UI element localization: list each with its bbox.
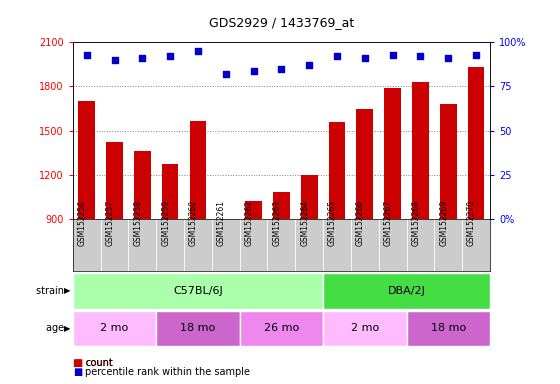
Text: GSM152267: GSM152267 [384,200,393,246]
Text: 2 mo: 2 mo [100,323,129,333]
Text: 18 mo: 18 mo [431,323,466,333]
Text: 26 mo: 26 mo [264,323,299,333]
Bar [301,175,318,219]
Text: age: age [46,323,67,333]
Text: GSM152259: GSM152259 [161,200,170,246]
Bar [190,121,206,219]
Text: ■ count: ■ count [73,358,113,368]
Point [388,51,397,58]
Point [333,53,342,60]
Text: 18 mo: 18 mo [180,323,216,333]
Point [110,57,119,63]
Point [249,68,258,74]
Bar [162,164,179,219]
Bar [357,109,373,219]
Bar [240,311,323,346]
Bar [273,192,290,219]
Bar [217,219,234,223]
Bar [468,67,484,219]
Text: GSM152257: GSM152257 [105,200,114,246]
Bar [73,311,156,346]
Bar [440,104,456,219]
Bar [106,142,123,219]
Point [416,53,425,60]
Text: ▶: ▶ [63,286,70,295]
Point [472,51,480,58]
Text: ▶: ▶ [63,324,70,333]
Point [138,55,147,61]
Point [82,51,91,58]
Text: GSM152266: GSM152266 [356,200,365,246]
Text: GSM152268: GSM152268 [412,200,421,246]
Bar [323,273,490,309]
Bar [329,122,346,219]
Point [305,62,314,68]
Bar [323,311,407,346]
Point [444,55,452,61]
Text: GSM152263: GSM152263 [272,200,281,246]
Text: strain: strain [36,286,67,296]
Text: GSM152256: GSM152256 [78,200,87,246]
Text: ■: ■ [73,367,82,377]
Text: GSM152261: GSM152261 [217,200,226,246]
Text: GSM152269: GSM152269 [439,200,448,246]
Bar [245,201,262,219]
Text: GSM152265: GSM152265 [328,200,337,246]
Text: C57BL/6J: C57BL/6J [173,286,223,296]
Point [277,66,286,72]
Text: GSM152262: GSM152262 [245,200,254,246]
Text: GSM152260: GSM152260 [189,200,198,246]
Text: ■: ■ [73,358,82,368]
Bar [73,273,323,309]
Bar [412,82,429,219]
Bar [78,101,95,219]
Bar [156,311,240,346]
Text: GDS2929 / 1433769_at: GDS2929 / 1433769_at [209,16,354,29]
Bar [134,151,151,219]
Text: percentile rank within the sample: percentile rank within the sample [85,367,250,377]
Point [193,48,202,54]
Point [361,55,370,61]
Text: GSM152270: GSM152270 [467,200,476,246]
Point [221,71,230,77]
Text: 2 mo: 2 mo [351,323,379,333]
Text: DBA/2J: DBA/2J [388,286,426,296]
Bar [407,311,490,346]
Text: count: count [85,358,113,368]
Bar [384,88,401,219]
Text: GSM152258: GSM152258 [133,200,142,246]
Point [166,53,175,60]
Text: GSM152264: GSM152264 [300,200,309,246]
